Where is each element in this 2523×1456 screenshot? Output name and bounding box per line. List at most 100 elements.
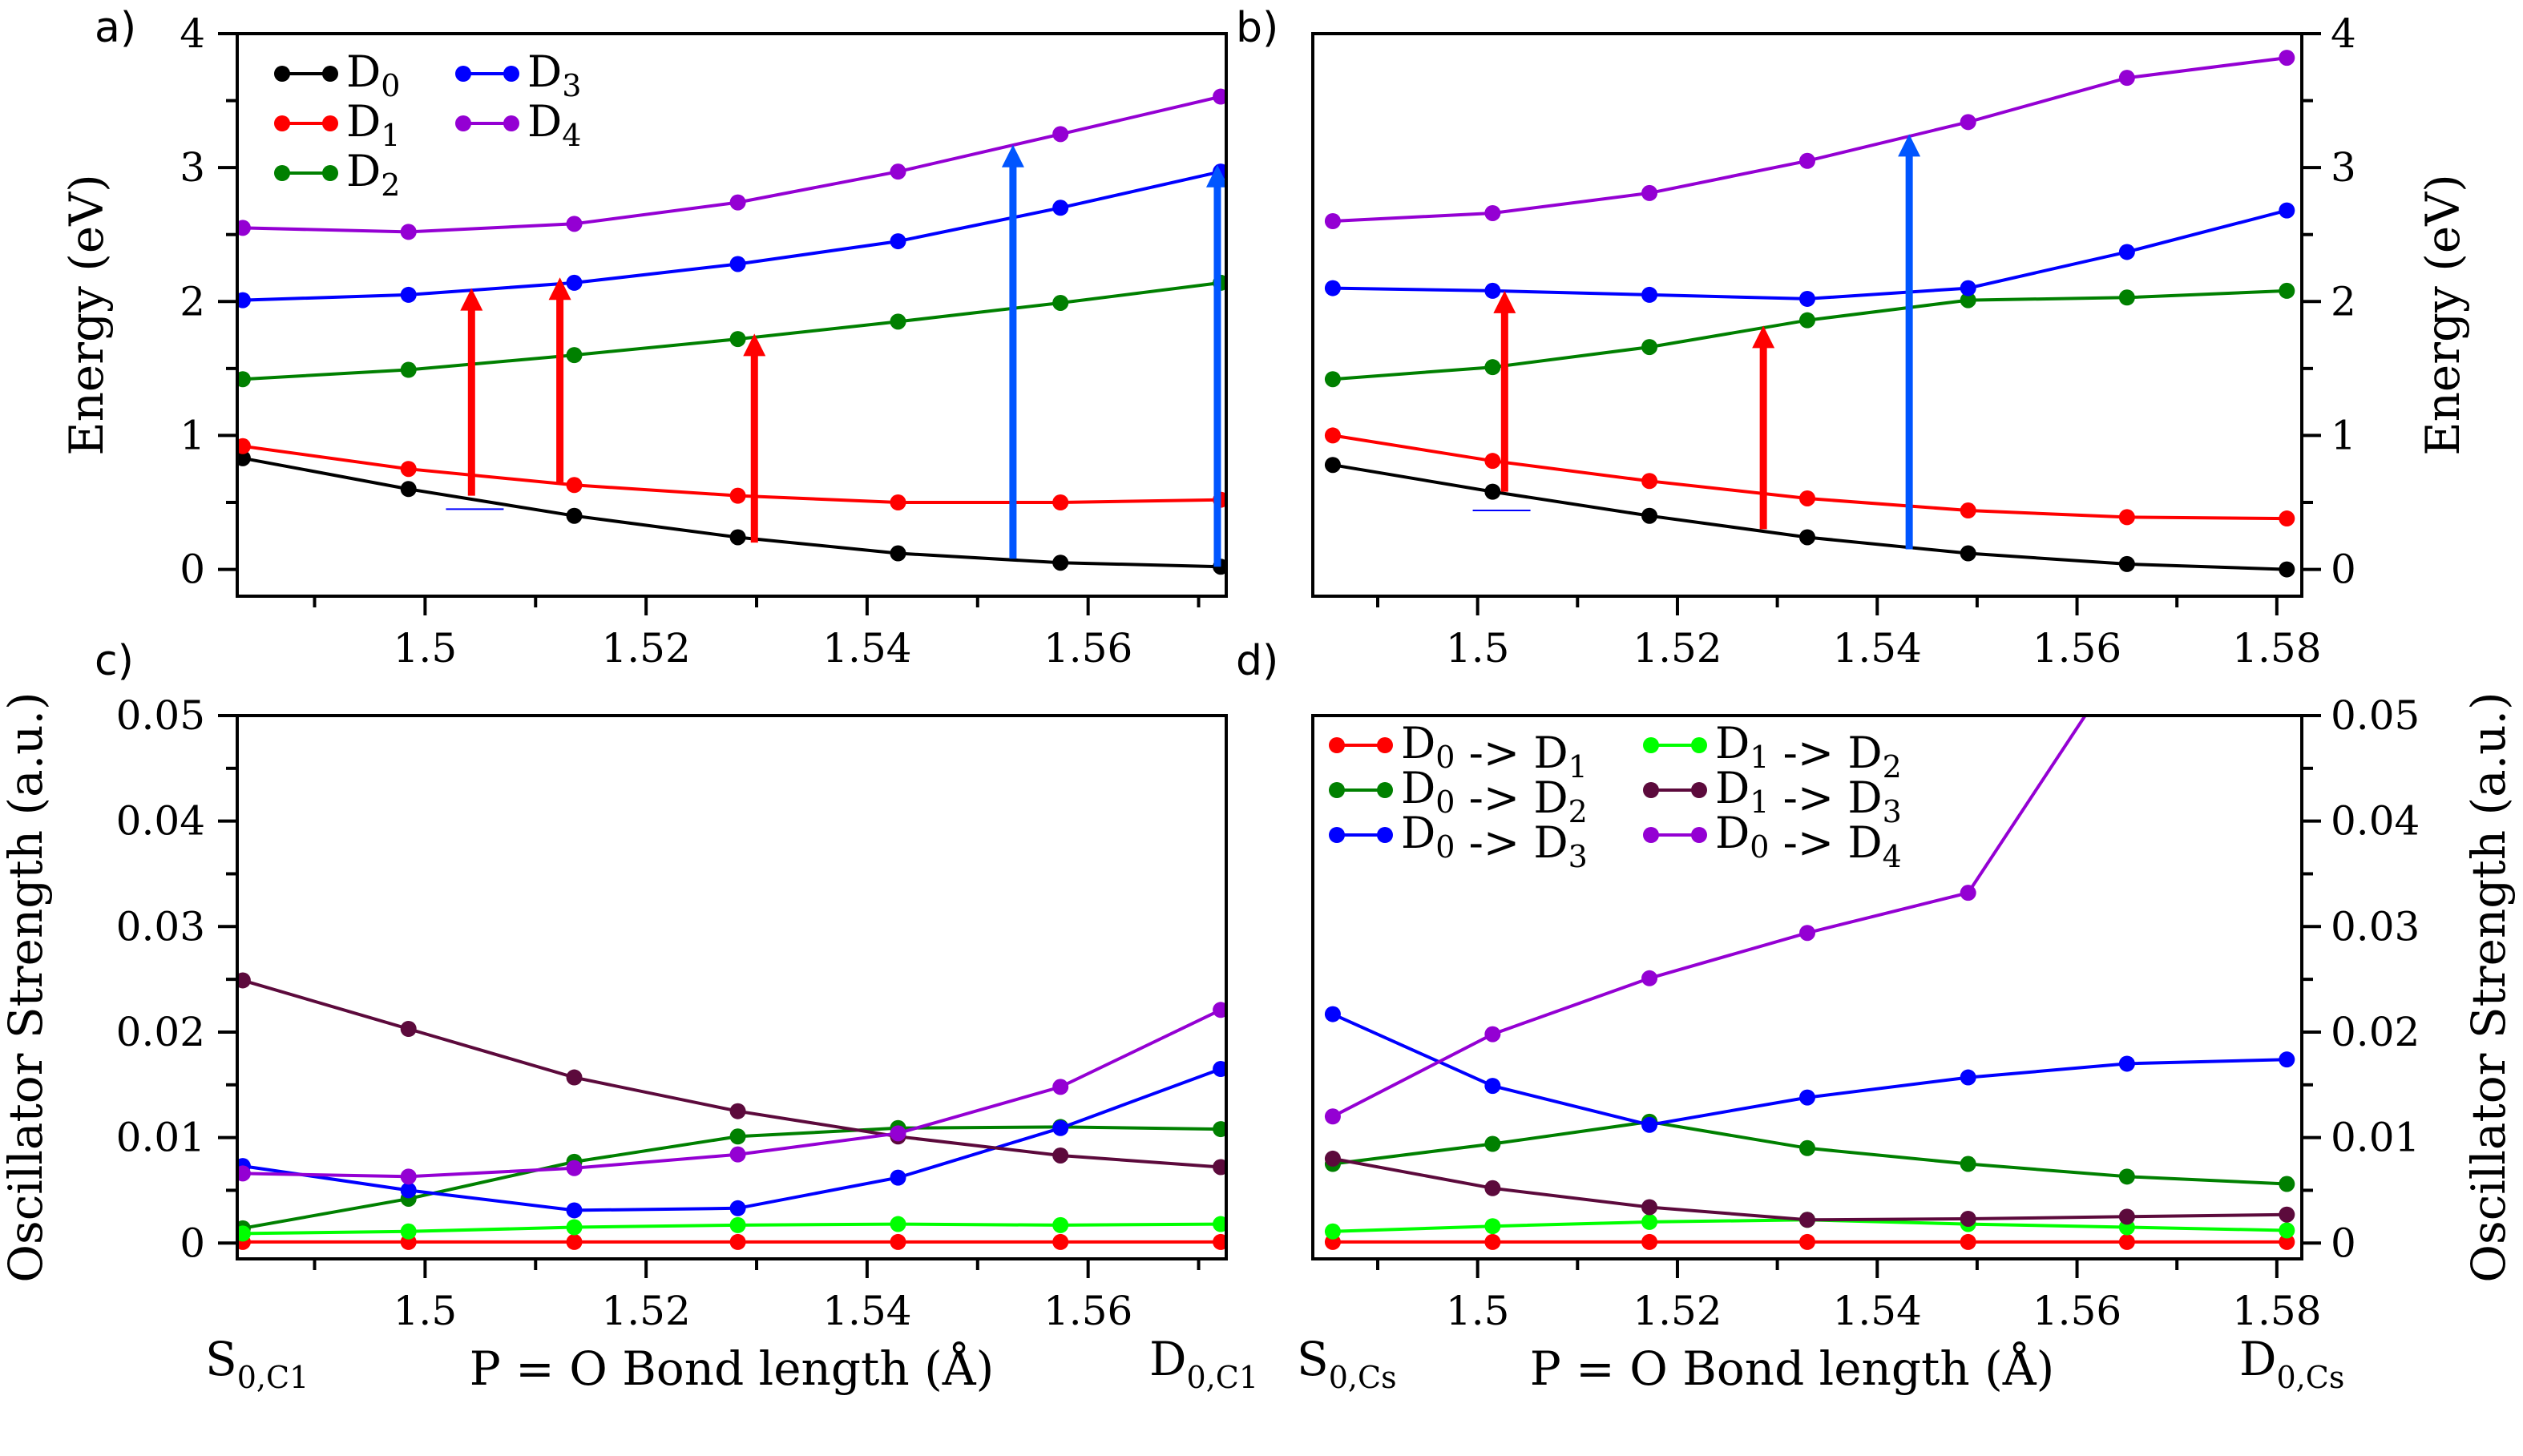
point-d0-d4-d [1484, 1026, 1501, 1043]
point-d1-d3-c [237, 972, 251, 989]
point-d1-b [1641, 473, 1658, 490]
point-d0-d4-d [1799, 925, 1815, 942]
point-d0-d1-c [890, 1233, 906, 1250]
point-d2-b [2279, 282, 2295, 299]
point-d0-d2-d [1799, 1139, 1815, 1156]
y-tick-label-b: 4 [2331, 10, 2356, 57]
legend-marker-d4-a [503, 115, 519, 131]
transition-arrowhead-a [460, 288, 483, 311]
legend-marker-d0-d3-d [1329, 827, 1345, 843]
point-d0-d4-c [890, 1125, 906, 1142]
legend-marker-d3-a [503, 66, 519, 82]
endpoint-left-d: S0,Cs [1297, 1332, 1397, 1395]
point-d0-d4-c [566, 1160, 583, 1176]
x-tick-label-d: 1.52 [1633, 1288, 1722, 1334]
point-d4-b [1960, 114, 1976, 131]
point-d1-b [2279, 510, 2295, 527]
x-tick-label-c: 1.5 [394, 1288, 458, 1334]
x-tick-label-d: 1.5 [1446, 1288, 1510, 1334]
y-tick-label-c: 0.05 [116, 692, 205, 739]
x-tick-label-b: 1.54 [1833, 625, 1922, 672]
point-d0-d3-d [1641, 1116, 1658, 1133]
y-tick-label-c: 0 [180, 1220, 205, 1266]
x-tick-label-b: 1.5 [1446, 625, 1510, 672]
plot-frame-d [1311, 714, 2303, 1260]
point-d1-d3-c [566, 1069, 583, 1086]
panel-d: d) 1.5 1.52 1.54 1.56 1.5800.010.020.030.040… [1236, 637, 2516, 1396]
point-d2-a [890, 313, 906, 330]
point-d1-d3-d [1799, 1212, 1815, 1228]
transition-arrowhead-a [1205, 164, 1226, 188]
point-d2-b [1484, 359, 1501, 376]
point-d0-d2-d [2279, 1176, 2295, 1192]
point-d0-b [2279, 561, 2295, 578]
legend-marker-d1-a [274, 115, 290, 131]
point-d0-d4-c [237, 1165, 251, 1182]
point-d3-a [566, 274, 583, 291]
point-d1-d3-d [2279, 1206, 2295, 1223]
point-d1-d3-c [1052, 1147, 1069, 1164]
transition-arrowhead-a [1001, 144, 1024, 167]
point-d1-b [1484, 453, 1501, 470]
point-d1-d2-d [2279, 1222, 2295, 1239]
y-axis-title-a: Energy (eV) [59, 174, 114, 456]
point-d0-d2-c [729, 1128, 746, 1145]
y-tick-label-c: 0.02 [116, 1009, 205, 1055]
point-d2-b [1960, 292, 1976, 309]
y-axis-title-d: Oscillator Strength (a.u.) [2461, 692, 2516, 1282]
point-d2-a [566, 347, 583, 364]
y-axis-title-b: Energy (eV) [2416, 174, 2470, 456]
point-d3-b [1484, 282, 1501, 299]
transition-arrowhead-b [1752, 325, 1775, 349]
endpoint-right-d: D0,Cs [2239, 1332, 2344, 1395]
point-d1-d3-c [400, 1021, 417, 1038]
legend-label-d1-d3-d: D1 -> D3 [1715, 763, 1902, 829]
y-tick-label-b: 0 [2331, 547, 2356, 593]
point-d1-a [566, 477, 583, 494]
point-d0-a [890, 545, 906, 562]
point-d0-a [566, 507, 583, 524]
point-d1-d3-d [2118, 1208, 2135, 1225]
point-d1-d3-d [1641, 1199, 1658, 1216]
point-d1-b [1799, 490, 1815, 506]
point-d2-b [2118, 289, 2135, 306]
point-d3-a [729, 256, 746, 272]
point-d4-a [890, 163, 906, 180]
transition-arrowhead-a [743, 333, 766, 357]
point-d0-d2-d [1960, 1156, 1976, 1172]
point-d3-b [2279, 202, 2295, 219]
point-d1-d3-d [1324, 1150, 1341, 1167]
legend-label-d1-d2-d: D1 -> D2 [1715, 718, 1902, 784]
point-d0-d1-d [2118, 1233, 2135, 1250]
x-tick-label-d: 1.58 [2232, 1288, 2321, 1334]
point-d0-d4-c [1213, 1002, 1226, 1018]
panel-label-c: c) [95, 637, 134, 685]
point-d3-b [2118, 244, 2135, 260]
point-d4-a [729, 194, 746, 211]
legend-marker-d2-a [322, 165, 338, 181]
x-tick-label-d: 1.56 [2033, 1288, 2121, 1334]
point-d3-b [1641, 286, 1658, 303]
point-d4-b [1484, 204, 1501, 221]
point-d3-a [1052, 200, 1069, 216]
point-d4-a [237, 220, 251, 236]
series-line-d4-a [242, 95, 1221, 234]
point-d4-a [1213, 88, 1226, 105]
point-d0-d3-c [400, 1182, 417, 1199]
point-d1-d3-c [1213, 1159, 1226, 1176]
x-axis-title-c: P = O Bond length (Å) [470, 1341, 995, 1396]
point-d0-b [1324, 457, 1341, 474]
point-d0-d4-c [1052, 1079, 1069, 1095]
y-tick-label-c: 0.03 [116, 903, 205, 950]
legend-marker-d0-d1-d [1329, 737, 1345, 753]
point-d0-d1-c [1213, 1233, 1226, 1250]
y-tick-label-d: 0.02 [2331, 1009, 2420, 1055]
x-tick-label-b: 1.58 [2232, 625, 2321, 672]
y-tick-label-d: 0.03 [2331, 903, 2420, 950]
legend-label-d0-d4-d: D0 -> D4 [1715, 808, 1902, 874]
legend-marker-d1-d3-d [1643, 782, 1659, 798]
point-d0-d3-d [1324, 1006, 1341, 1022]
point-d0-d3-c [890, 1169, 906, 1186]
point-d0-d4-d [1324, 1108, 1341, 1125]
